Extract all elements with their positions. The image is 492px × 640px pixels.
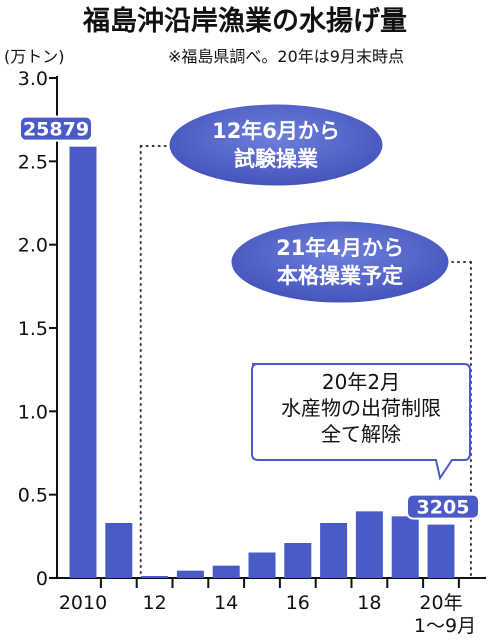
x-tick-label: 16 — [286, 592, 310, 614]
chart-subtitle: ※福島県調べ。20年は9月末時点 — [168, 47, 404, 66]
y-tick-label: 3.0 — [18, 68, 48, 90]
y-tick-label: 1.0 — [18, 401, 48, 423]
annotation-restriction-lifted: 20年2月 水産物の出荷制限 全て解除 — [251, 363, 471, 481]
bars — [69, 146, 455, 578]
x-tick-label: 18 — [357, 592, 381, 614]
bar-17 — [320, 523, 348, 578]
callout-box — [251, 363, 471, 481]
annotation-lifted-line3: 全て解除 — [321, 422, 401, 446]
annotation-ellipse — [166, 101, 386, 189]
data-label-badge — [406, 493, 480, 520]
x-tick-label: 20年 — [419, 592, 462, 614]
y-axis-ticks: 0 0.5 1.0 1.5 2.0 2.5 3.0 — [18, 68, 57, 590]
annotation-trial-line2: 試験操業 — [234, 147, 319, 171]
annotation-full-operation: 21年4月から 本格操業予定 — [228, 218, 452, 306]
bar-16 — [284, 543, 312, 578]
x-tick-label: 12 — [143, 592, 167, 614]
bar-15 — [248, 552, 276, 578]
y-tick-label: 2.0 — [18, 235, 48, 257]
x-tick-label: 14 — [214, 592, 238, 614]
y-tick-label: 2.5 — [18, 151, 48, 173]
data-labels: 25879 3205 — [19, 115, 480, 520]
annotation-full-line2: 本格操業予定 — [277, 264, 403, 288]
annotation-full-line1: 21年4月から — [276, 236, 404, 260]
x-tick-label: 2010 — [59, 592, 107, 614]
annotation-lifted-line2: 水産物の出荷制限 — [281, 396, 441, 420]
y-tick-label: 0 — [36, 568, 48, 590]
annotation-trial-operation: 12年6月から 試験操業 — [166, 101, 386, 189]
chart-title: 福島沖沿岸漁業の水揚げ量 — [82, 6, 407, 37]
bar-20 — [427, 524, 455, 578]
annotation-trial-line1: 12年6月から — [212, 119, 340, 143]
bar-19 — [391, 516, 419, 578]
y-axis-unit: (万トン) — [4, 47, 65, 66]
x-tick-sublabel: 1〜9月 — [414, 615, 476, 637]
annotation-lifted-line1: 20年2月 — [322, 370, 400, 394]
data-label: 25879 — [23, 119, 89, 141]
data-label: 3205 — [417, 497, 470, 519]
annotation-ellipse — [228, 218, 452, 306]
bar-13 — [176, 570, 204, 578]
bar-11 — [105, 523, 133, 578]
data-label-badge — [19, 115, 93, 142]
bar-12 — [141, 576, 169, 578]
bar-14 — [212, 565, 240, 578]
bar-18 — [355, 511, 383, 578]
y-tick-label: 1.5 — [18, 318, 48, 340]
y-tick-label: 0.5 — [18, 485, 48, 507]
bar-2010 — [69, 146, 97, 578]
